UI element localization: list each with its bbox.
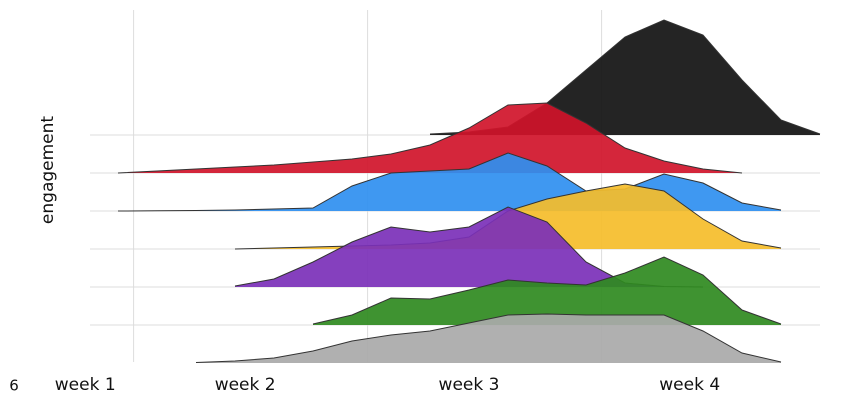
- y-axis-label: engagement: [38, 116, 58, 224]
- ridge-fill: [118, 103, 742, 173]
- ridge-line: [312, 256, 782, 325]
- x-tick-label: week 4: [659, 375, 720, 395]
- corner-text: 6: [9, 377, 19, 395]
- ridge-line: [195, 313, 782, 363]
- ridge-line: [117, 152, 782, 212]
- ridge-fill: [313, 257, 781, 325]
- ridge-line: [117, 102, 743, 174]
- x-tick-label: week 3: [439, 375, 500, 395]
- ridge-fill: [430, 20, 820, 135]
- ridge-fill: [196, 314, 781, 363]
- x-tick-label: week 2: [215, 375, 276, 395]
- ridge-fill: [235, 207, 703, 287]
- x-tick-label: week 1: [55, 375, 116, 395]
